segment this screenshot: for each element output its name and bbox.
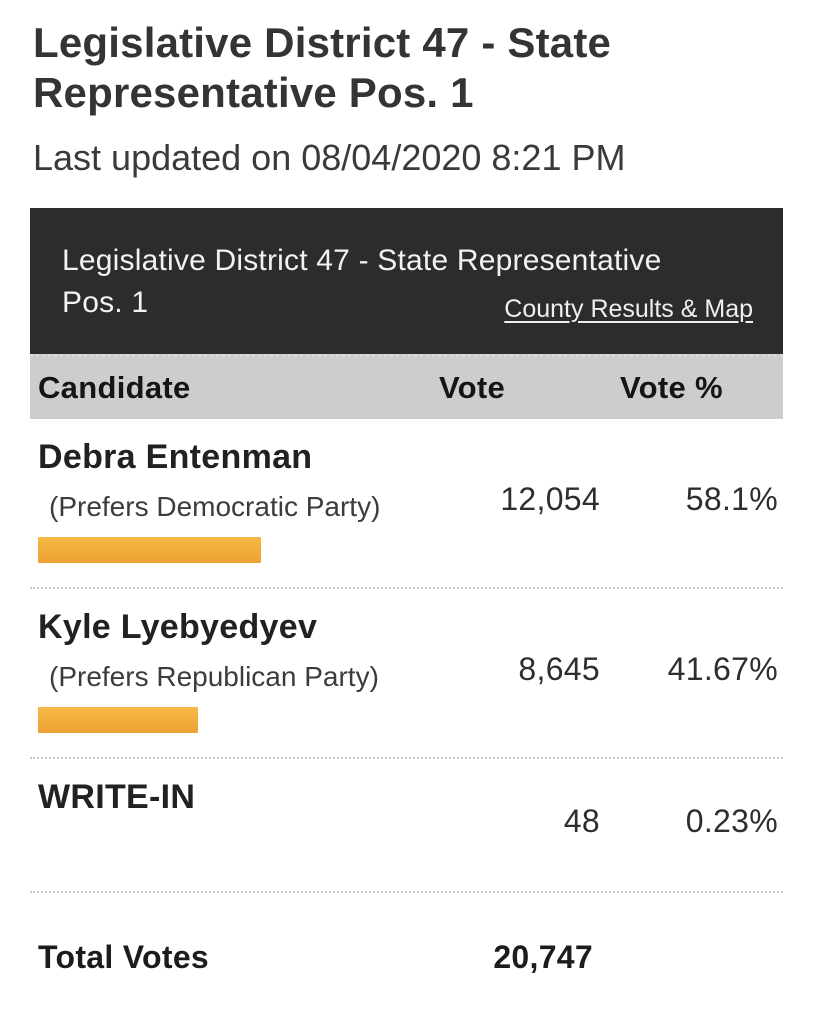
contest-header: Legislative District 47 - State Represen… bbox=[30, 208, 783, 354]
candidate-vote-percent: 58.1% bbox=[685, 481, 778, 517]
candidate-vote-count: 8,645 bbox=[518, 651, 600, 687]
column-header-vote: Vote bbox=[439, 370, 506, 405]
candidate-vote-count: 12,054 bbox=[500, 481, 600, 517]
candidate-name: Kyle Lyebyedyev bbox=[38, 608, 318, 646]
vote-share-bar bbox=[38, 537, 261, 563]
candidate-vote-count: 48 bbox=[563, 803, 600, 839]
column-header-candidate: Candidate bbox=[38, 370, 191, 405]
total-row: Total Votes 20,747 bbox=[30, 893, 783, 1009]
last-updated-text: Last updated on 08/04/2020 8:21 PM bbox=[33, 137, 626, 178]
candidate-rows: Debra Entenman (Prefers Democratic Party… bbox=[30, 419, 783, 893]
candidate-name: WRITE-IN bbox=[38, 778, 196, 816]
candidate-row: WRITE-IN 48 0.23% bbox=[30, 759, 783, 893]
table-header-row: Candidate Vote Vote % bbox=[30, 354, 783, 419]
page-title: Legislative District 47 - State Represen… bbox=[33, 19, 612, 116]
results-card: Legislative District 47 - State Represen… bbox=[30, 208, 783, 1009]
county-results-map-link[interactable]: County Results & Map bbox=[504, 295, 753, 323]
candidate-row: Kyle Lyebyedyev (Prefers Republican Part… bbox=[30, 589, 783, 759]
candidate-vote-percent: 0.23% bbox=[685, 803, 778, 839]
vote-share-bar bbox=[38, 707, 198, 733]
total-votes-label: Total Votes bbox=[38, 939, 210, 975]
candidate-name: Debra Entenman bbox=[38, 438, 313, 476]
candidate-row: Debra Entenman (Prefers Democratic Party… bbox=[30, 419, 783, 589]
column-header-vote-pct: Vote % bbox=[620, 370, 723, 405]
total-votes-value: 20,747 bbox=[493, 939, 593, 975]
contest-title: Legislative District 47 - State Represen… bbox=[62, 244, 662, 319]
candidate-party: (Prefers Republican Party) bbox=[49, 661, 379, 692]
candidate-vote-percent: 41.67% bbox=[667, 651, 778, 687]
candidate-party: (Prefers Democratic Party) bbox=[49, 491, 381, 522]
